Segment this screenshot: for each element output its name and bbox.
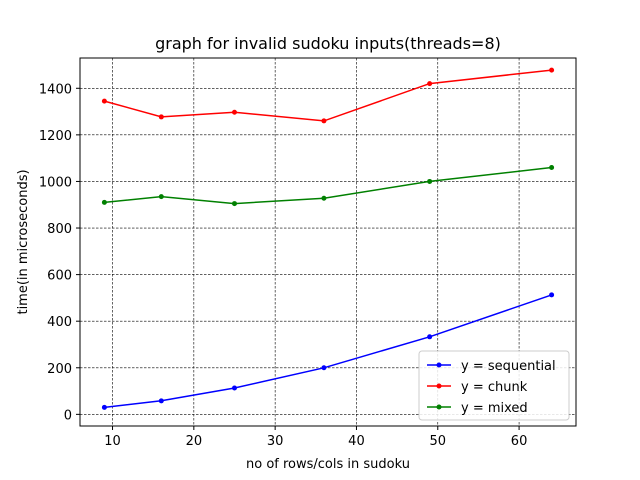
- x-tick-label: 60: [511, 434, 528, 449]
- data-point: [158, 114, 164, 120]
- chart-title: graph for invalid sudoku inputs(threads=…: [155, 34, 501, 53]
- data-point: [101, 98, 107, 104]
- plot-frame: [79, 57, 577, 427]
- x-tick-label: 20: [186, 434, 203, 449]
- y-tick-label: 1200: [39, 129, 72, 144]
- data-point: [427, 81, 433, 87]
- legend-marker: [436, 383, 442, 389]
- data-point: [427, 178, 433, 184]
- y-tick-label: 1000: [39, 175, 72, 190]
- y-tick-label: 800: [47, 222, 72, 237]
- legend-marker: [436, 362, 442, 368]
- data-point: [158, 398, 164, 404]
- legend: y = sequential y = chunk y = mixed: [418, 350, 570, 421]
- legend-label: y = chunk: [461, 380, 528, 395]
- legend-label: y = mixed: [461, 401, 528, 416]
- x-tick-label: 50: [429, 434, 446, 449]
- data-point: [101, 404, 107, 410]
- legend-label: y = sequential: [461, 359, 556, 374]
- y-tick-label: 600: [47, 269, 72, 284]
- x-tick-label: 40: [348, 434, 365, 449]
- data-point: [231, 201, 237, 207]
- data-point: [549, 292, 555, 298]
- data-point: [158, 194, 164, 200]
- series-line: [104, 294, 552, 409]
- series-layer: [101, 67, 555, 410]
- data-point: [321, 365, 327, 371]
- data-point: [101, 199, 107, 205]
- data-point: [231, 109, 237, 115]
- x-tick-label: 10: [104, 434, 121, 449]
- legend-marker: [436, 404, 442, 410]
- data-point: [321, 118, 327, 124]
- data-point: [549, 164, 555, 170]
- grid-lines: [80, 58, 576, 426]
- x-axis-title: no of rows/cols in sudoku: [246, 457, 410, 472]
- legend-box: [418, 350, 570, 421]
- y-tick-label: 400: [47, 315, 72, 330]
- data-point: [321, 195, 327, 201]
- data-point: [231, 385, 237, 391]
- data-point: [549, 67, 555, 73]
- y-tick-label: 200: [47, 362, 72, 377]
- series-line: [104, 69, 552, 122]
- y-axis-title: time(in microseconds): [16, 169, 31, 314]
- data-point: [427, 334, 433, 340]
- x-tick-label: 30: [267, 434, 284, 449]
- y-tick-label: 1400: [39, 82, 72, 97]
- series-line: [104, 166, 552, 205]
- y-tick-label: 0: [64, 408, 72, 423]
